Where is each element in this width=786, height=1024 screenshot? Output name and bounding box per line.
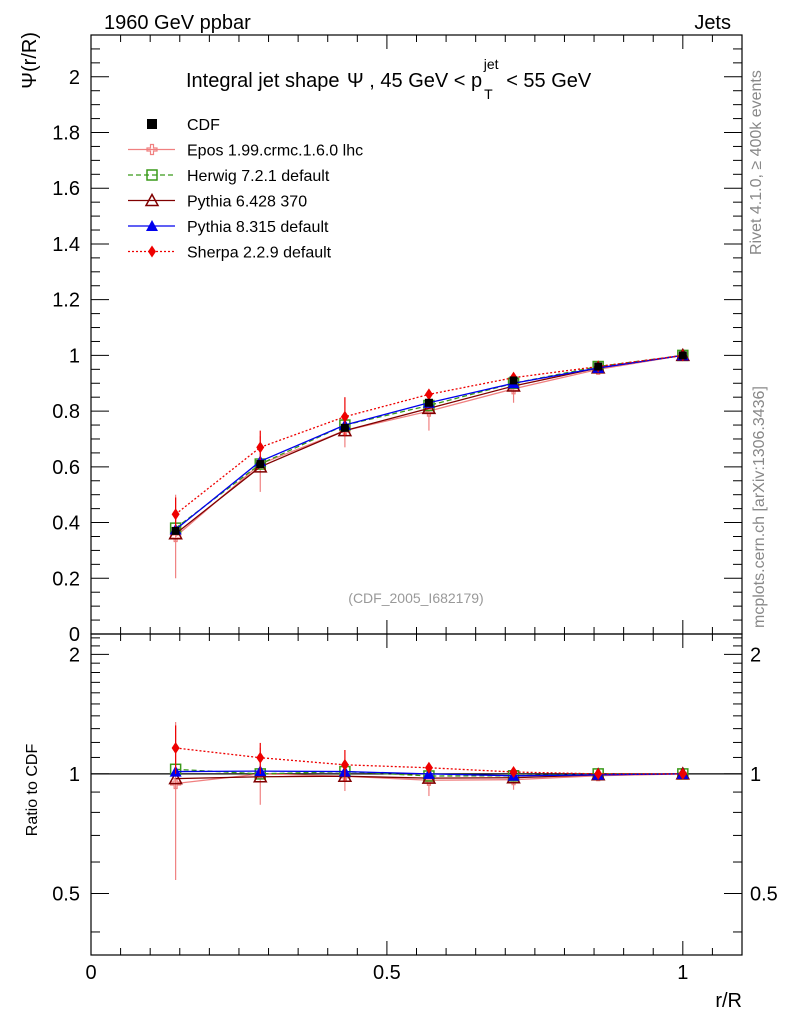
ratio-point [252,769,268,783]
legend-item: CDF [147,117,220,134]
y-tick-label: 1.8 [52,123,80,145]
ratio-point [424,761,433,774]
data-point [594,362,603,371]
ratio-point [678,767,687,780]
y-tick-label: 0 [69,624,80,646]
ratio-tick-label-right: 1 [750,764,761,786]
chart-title: Integral jet shape Ψ , 45 GeV < p jet T … [186,52,592,104]
series-point [424,388,433,401]
ratio-point [256,751,265,764]
y-tick-label: 1.4 [52,234,80,256]
series-2 [168,347,691,540]
y-tick-label: 1.6 [52,178,80,200]
data-point [509,376,518,385]
y-tick-label: 1.2 [52,290,80,312]
legend-label: Herwig 7.2.1 default [187,168,330,185]
ratio-tick-label-left: 1 [69,764,80,786]
ratio-point [171,741,180,754]
legend: CDF Epos 1.99.crmc.1.6.0 lhc Herwig 7.2.1 … [128,117,363,262]
title-prefix: Integral jet shape [186,70,339,92]
ratio-series-4 [171,725,687,782]
y-tick-label: 0.4 [52,513,80,535]
series-0 [170,349,689,579]
y-tick-label: 2 [69,67,80,89]
legend-label: CDF [187,117,220,134]
ratio-point [168,771,183,785]
title-suffix: < 55 GeV [506,70,592,92]
legend-marker [147,119,157,129]
legend-marker [146,169,158,181]
series-point [170,530,182,543]
series-point [340,410,349,423]
series-line [175,354,683,529]
title-mid: , 45 GeV < p [369,70,482,92]
data-points [171,351,687,535]
ratio-plot: 0 0.5 1 0.5 0.5 1 1 2 2 [52,633,778,984]
series-point [171,508,180,521]
header-jets-label: Jets [694,12,731,34]
ratio-tick-label-right: 0.5 [750,883,778,905]
x-tick-label: 1 [677,962,688,984]
legend-item: Epos 1.99.crmc.1.6.0 lhc [128,143,363,160]
legend-marker [148,245,156,258]
data-point [424,398,433,407]
data-point [340,423,349,432]
series-1 [169,349,689,534]
legend-label: Sherpa 2.2.9 default [187,245,332,262]
series-line [175,354,683,537]
main-plot: 0 0.2 0.4 0.6 0.8 1 1.2 1.4 1.6 1.8 2 [52,34,743,646]
legend-item: Sherpa 2.2.9 default [128,245,332,262]
series-point [421,400,437,415]
series-3 [169,349,689,535]
legend-marker [144,192,160,207]
legend-marker [146,220,158,231]
legend-item: Pythia 8.315 default [128,219,329,236]
header-energy-label: 1960 GeV ppbar [104,12,251,34]
series-line [175,354,683,535]
ratio-y-axis-label: Ratio to CDF [24,744,41,837]
ratio-point [340,758,349,771]
ratio-tick-label-left: 2 [69,644,80,666]
legend-label: Epos 1.99.crmc.1.6.0 lhc [187,143,363,160]
legend-marker [146,143,158,156]
y-tick-label: 0.6 [52,457,80,479]
x-tick-label: 0 [85,962,96,984]
y-tick-label: 1 [69,345,80,367]
legend-item: Pythia 6.428 370 [128,192,307,211]
ratio-series-0 [170,721,689,881]
x-tick-label: 0.5 [373,962,401,984]
title-superscript: jet [483,56,499,72]
rivet-version-label: Rivet 4.1.0, ≥ 400k events [748,70,765,255]
y-tick-label: 0.8 [52,401,80,423]
series-4 [171,349,687,531]
ratio-tick-label-left: 0.5 [52,883,80,905]
y-axis-label: Ψ(r/R) [19,32,41,89]
ratio-point [509,766,518,779]
title-psi: Ψ [347,70,364,92]
data-point [256,460,265,469]
ratio-plot-frame [90,633,743,956]
mcplots-label: mcplots.cern.ch [arXiv:1306.3436] [751,386,768,628]
series-line [175,354,683,515]
legend-item: Herwig 7.2.1 default [128,168,330,185]
legend-label: Pythia 6.428 370 [187,194,307,211]
x-axis-label: r/R [715,990,742,1012]
series-line [175,354,683,531]
series-point [256,441,265,454]
ratio-point [594,767,603,780]
data-point [678,351,687,360]
legend-label: Pythia 8.315 default [187,219,329,236]
data-point [171,526,180,535]
analysis-id-label: (CDF_2005_I682179) [348,590,483,606]
y-tick-label: 0.2 [52,568,80,590]
title-subscript: T [484,86,493,102]
ratio-tick-label-right: 2 [750,644,761,666]
